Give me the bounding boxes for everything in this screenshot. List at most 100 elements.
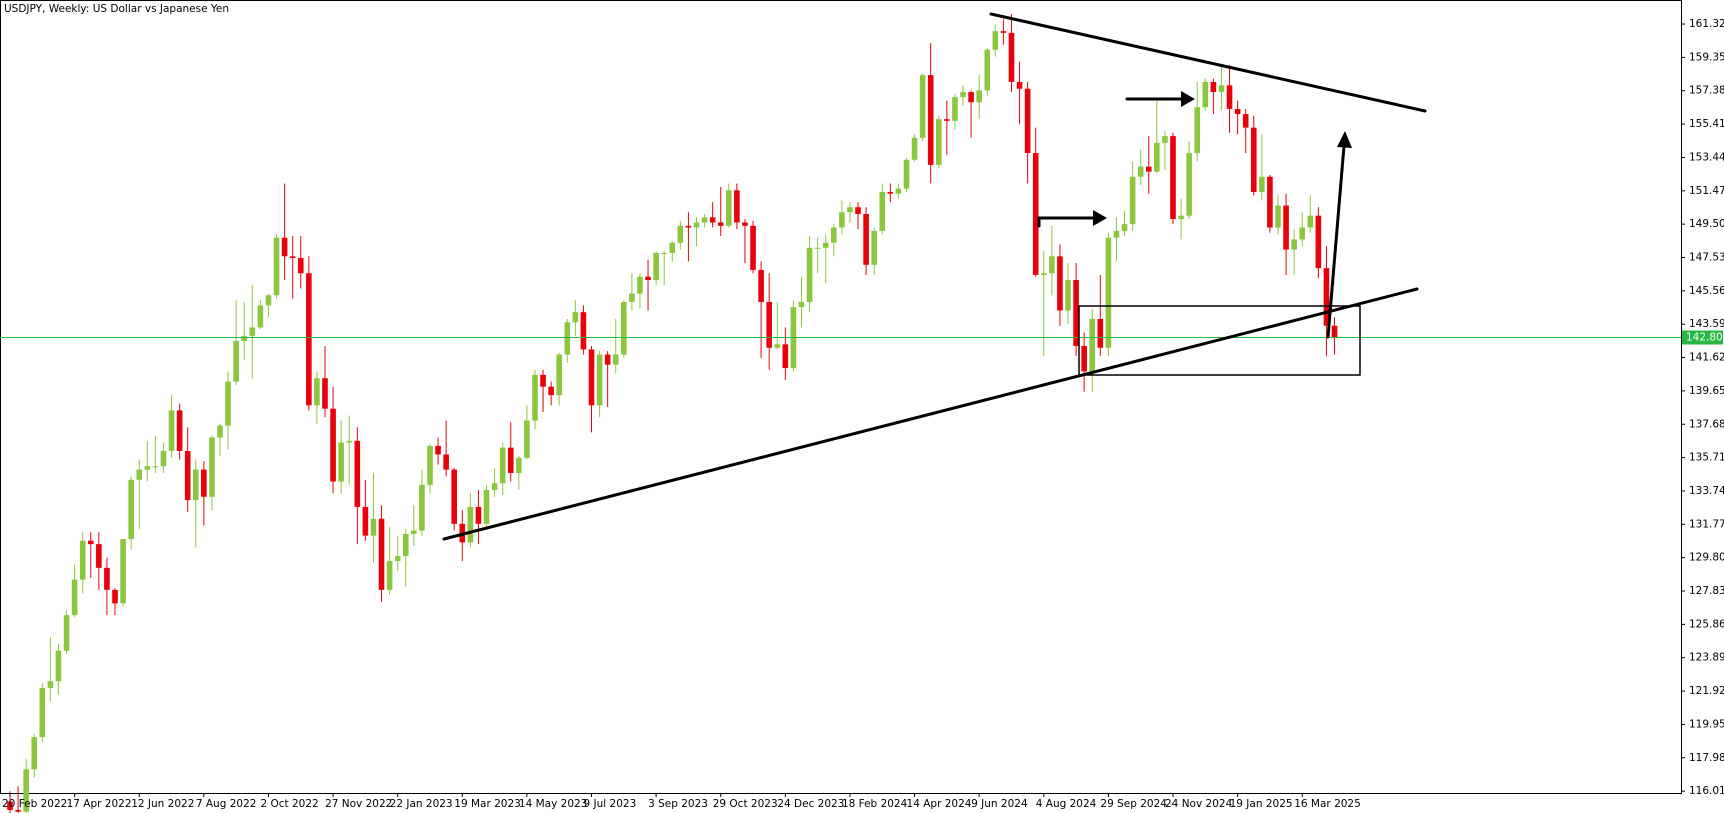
candle-body: [87, 540, 94, 545]
current-price-box: [1682, 330, 1723, 345]
candle-body: [386, 561, 393, 590]
candle-body: [1000, 31, 1007, 33]
candle-body: [968, 92, 974, 103]
candle-body: [1089, 318, 1096, 372]
candle-body: [168, 410, 175, 452]
candle-body: [524, 420, 530, 458]
candle-body: [15, 809, 21, 812]
candle-body: [532, 374, 538, 421]
candle-body: [830, 227, 837, 243]
candle-body: [249, 327, 256, 336]
y-tick-label: 137.680: [1689, 418, 1724, 430]
candle-body: [1299, 227, 1306, 240]
candle-body: [23, 769, 29, 812]
x-tick-label: 19 Jan 2025: [1230, 798, 1293, 810]
candle-body: [63, 615, 70, 651]
candle-body: [944, 119, 950, 121]
candle-body: [1065, 280, 1071, 311]
candle-body: [144, 466, 151, 470]
arrow-head: [1181, 91, 1195, 107]
candle-body: [814, 247, 821, 249]
candle-body: [1121, 224, 1128, 231]
candle-body: [556, 354, 563, 396]
candle-body: [774, 344, 781, 348]
y-tick-label: 147.530: [1689, 251, 1724, 263]
candle-body: [491, 483, 498, 490]
candle-body: [621, 302, 627, 355]
y-tick-label: 151.470: [1689, 185, 1724, 197]
x-tick-label: 9 Jun 2024: [971, 798, 1028, 810]
candle-body: [79, 540, 86, 580]
candle-body: [96, 544, 102, 568]
candle-body: [588, 349, 595, 406]
candle-body: [1113, 230, 1120, 238]
y-tick-label: 127.830: [1689, 585, 1724, 597]
candle-body: [935, 119, 942, 165]
candle-body: [112, 589, 118, 604]
y-tick-label: 157.380: [1689, 85, 1724, 97]
candle-body: [31, 737, 38, 770]
candle-body: [160, 451, 167, 467]
candle-body: [297, 258, 304, 274]
arrow-line: [1326, 144, 1346, 339]
candle-body: [370, 518, 377, 536]
y-tick-label: 125.860: [1689, 618, 1724, 630]
candle-body: [217, 425, 223, 438]
candle-body: [1008, 32, 1015, 82]
x-tick-label: 27 Nov 2022: [325, 798, 392, 810]
candle-body: [378, 518, 385, 590]
candle-body: [1032, 153, 1039, 275]
x-tick-label: 12 Jun 2022: [131, 798, 194, 810]
x-tick-label: 2 Oct 2022: [260, 798, 318, 810]
candle-body: [1024, 88, 1031, 154]
candle-body: [402, 533, 409, 556]
y-tick-label: 145.560: [1689, 285, 1724, 297]
candle-body: [265, 295, 272, 306]
candle-body: [669, 242, 676, 253]
x-tick-label: 14 May 2023: [519, 798, 587, 810]
candle-body: [1250, 127, 1257, 192]
candle-body: [483, 489, 490, 524]
candle-body: [798, 302, 805, 308]
candle-body: [1218, 85, 1225, 93]
candle-body: [362, 506, 369, 536]
candle-body: [653, 252, 659, 281]
current-price-label: 142.804: [1686, 332, 1724, 344]
x-tick-label: 22 Jan 2023: [390, 798, 453, 810]
y-tick-label: 133.740: [1689, 485, 1724, 497]
candle-body: [693, 222, 700, 228]
y-tick-label: 161.320: [1689, 18, 1724, 30]
candle-body: [443, 454, 449, 470]
candle-body: [952, 97, 958, 121]
x-tick-label: 3 Sep 2023: [648, 798, 708, 810]
candle-body: [661, 252, 667, 254]
candle-body: [1105, 237, 1112, 348]
candle-body: [1049, 256, 1055, 274]
candle-body: [871, 230, 877, 265]
candle-body: [750, 225, 756, 270]
candle-body: [596, 354, 603, 406]
candle-body: [225, 381, 231, 426]
candle-body: [717, 222, 724, 226]
candle-body: [1226, 85, 1233, 110]
y-tick-label: 116.010: [1689, 785, 1724, 797]
candle-body: [338, 442, 344, 482]
candle-body: [241, 335, 248, 341]
candle-body: [863, 213, 869, 265]
lower-trendline: [442, 287, 1419, 541]
candle-body: [330, 408, 336, 482]
x-tick-label: 24 Nov 2024: [1165, 798, 1233, 810]
candle-body: [427, 445, 433, 485]
candle-body: [71, 579, 78, 616]
candle-body: [612, 354, 619, 365]
zone-box: [1078, 305, 1361, 376]
candle-body: [1097, 318, 1104, 348]
candle-body: [540, 374, 546, 387]
candle-body: [822, 242, 829, 248]
candle-body: [1170, 136, 1176, 220]
candle-body: [1057, 256, 1063, 311]
chart-title: USDJPY, Weekly: US Dollar vs Japanese Ye…: [4, 3, 229, 15]
y-tick-label: 159.350: [1689, 51, 1724, 63]
